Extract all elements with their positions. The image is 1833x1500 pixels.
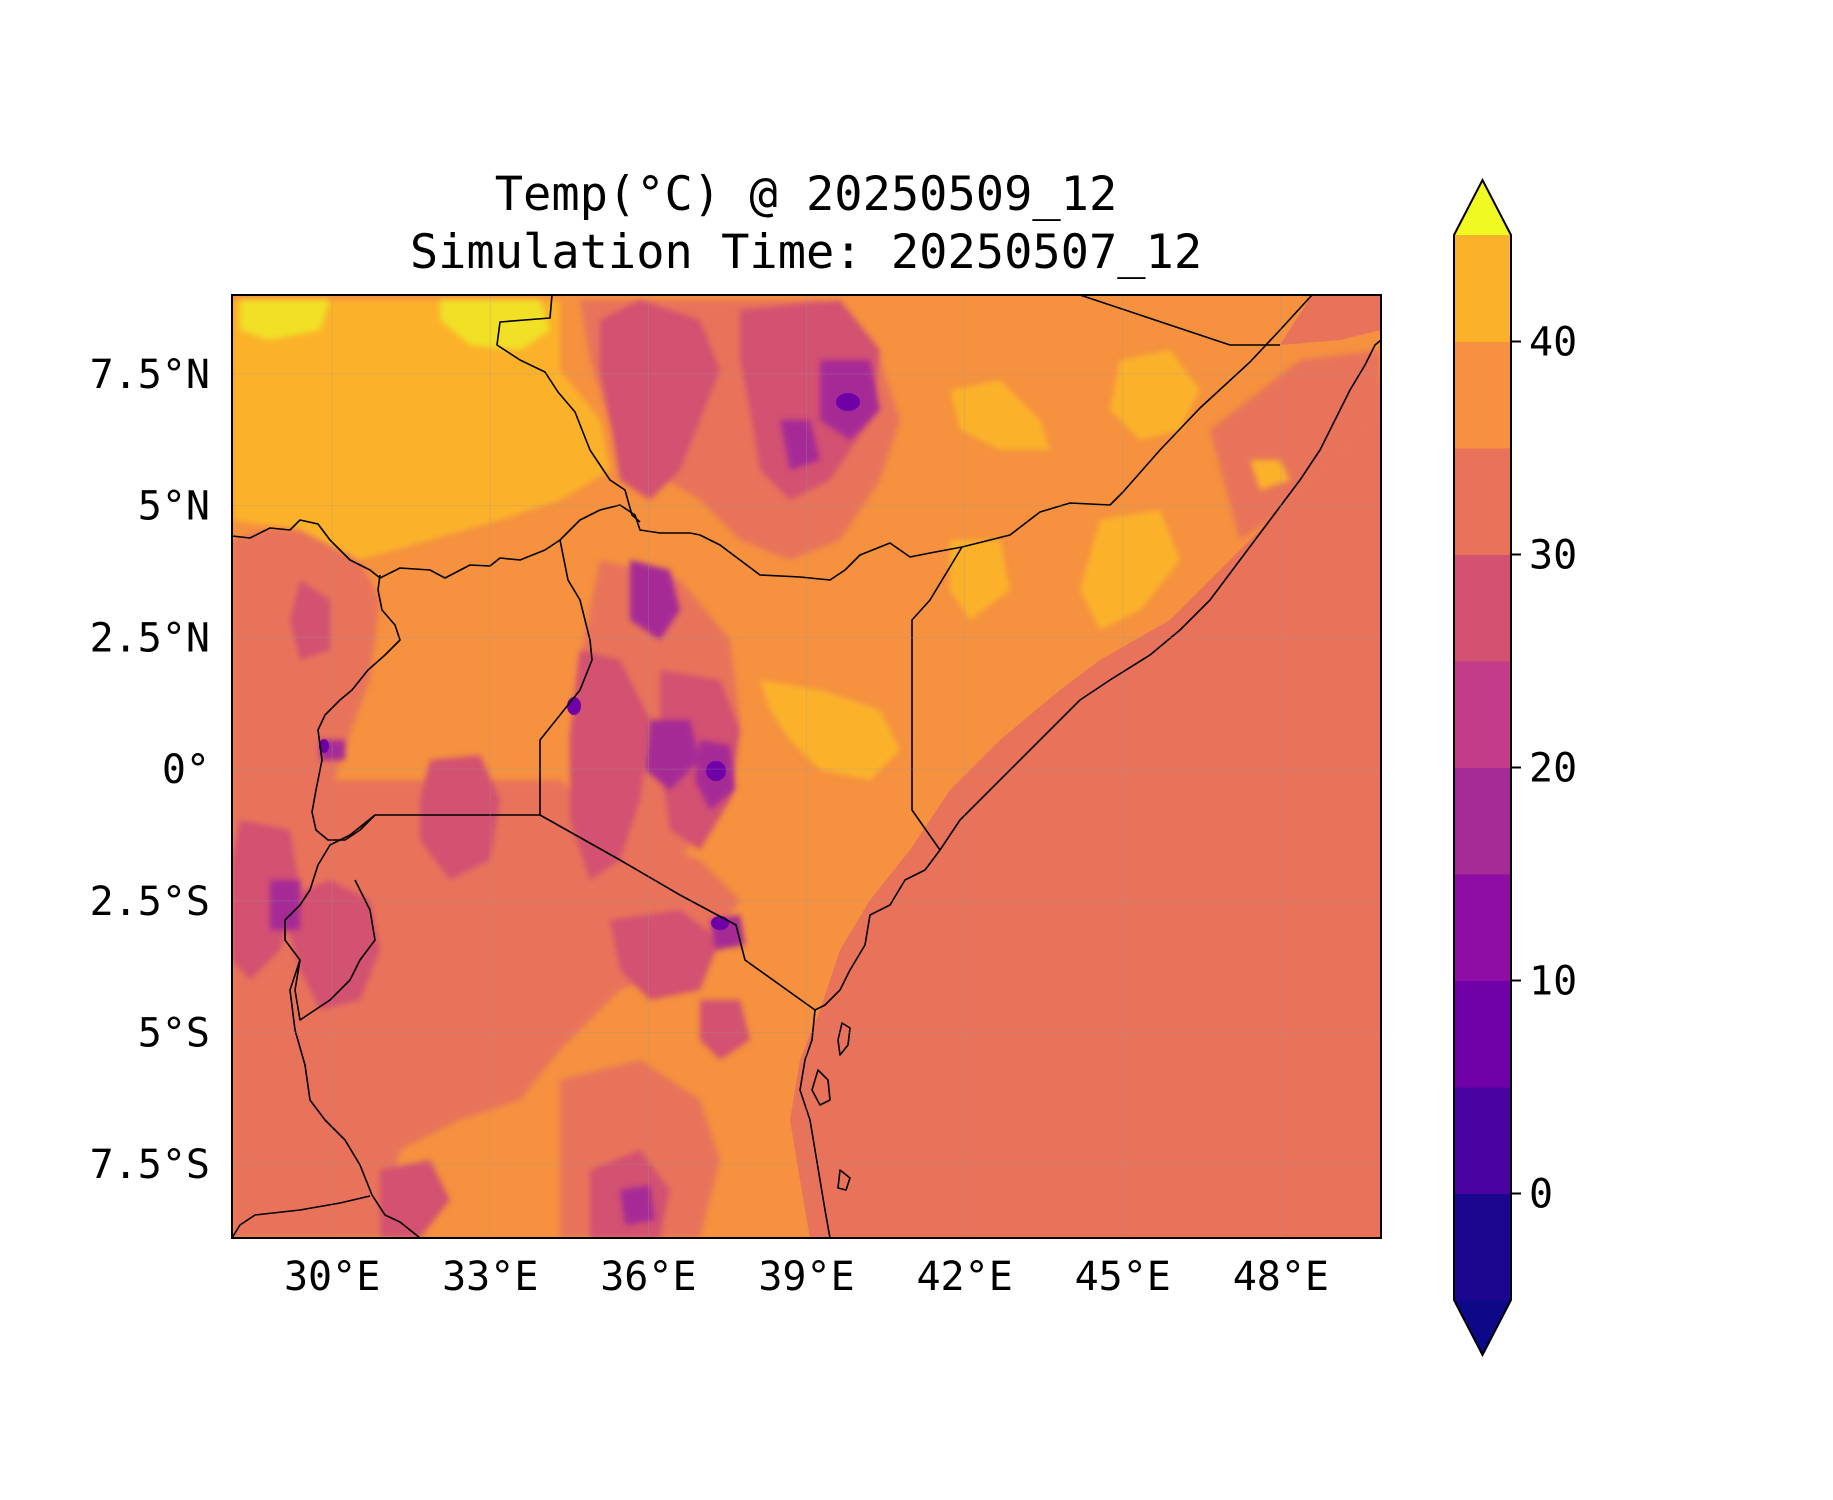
colorbar-level-segment: [1454, 874, 1511, 981]
colorbar-tick-label: 0: [1529, 1172, 1553, 1218]
latitude-tick-labels: 7.5°N 5°N 2.5°N 0° 2.5°S 5°S 7.5°S: [90, 352, 210, 1188]
colorbar-level-segment: [1454, 554, 1511, 662]
colorbar-level-segment: [1454, 235, 1511, 342]
map-title-line1: Temp(°C) @ 20250509_12: [495, 167, 1118, 222]
colorbar-level-segment: [1454, 1087, 1511, 1194]
colorbar-level-segment: [1454, 1193, 1511, 1301]
colorbar-over-extension: [1454, 180, 1511, 235]
colorbar-level-segment: [1454, 341, 1511, 449]
country-borders: [232, 295, 1381, 1238]
lat-tick-label: 7.5°S: [90, 1142, 210, 1188]
colorbar-tick-label: 40: [1529, 320, 1577, 366]
lat-tick-label: 2.5°S: [90, 879, 210, 925]
colorbar-tick-label: 10: [1529, 959, 1577, 1005]
hot-zones: [240, 300, 550, 350]
peak-zones: [270, 360, 880, 1225]
colorbar: 0 10 20 30 40: [1453, 177, 1577, 1358]
lon-tick-label: 48°E: [1233, 1254, 1329, 1300]
colorbar-level-segment: [1454, 448, 1511, 555]
lat-tick-label: 0°: [162, 747, 210, 793]
colorbar-level-segment: [1454, 661, 1511, 768]
lon-tick-label: 36°E: [600, 1254, 696, 1300]
colorbar-tick-label: 30: [1529, 533, 1577, 579]
lon-tick-label: 39°E: [758, 1254, 854, 1300]
lon-tick-label: 42°E: [916, 1254, 1012, 1300]
longitude-tick-labels: 30°E 33°E 36°E 39°E 42°E 45°E 48°E: [284, 1254, 1329, 1300]
colorbar-outline: [1453, 177, 1512, 1358]
lon-tick-label: 33°E: [442, 1254, 538, 1300]
colorbar-level-segment: [1454, 980, 1511, 1088]
lat-tick-label: 2.5°N: [90, 615, 210, 661]
highland-zones: [232, 300, 880, 1238]
warm-zones: [232, 300, 1290, 780]
lat-tick-label: 5°N: [138, 484, 210, 530]
map-panel: [231, 294, 1382, 1239]
colorbar-level-segment: [1454, 767, 1511, 875]
map-frame: [231, 294, 1382, 1239]
map-title-line2: Simulation Time: 20250507_12: [410, 225, 1202, 280]
lat-tick-label: 7.5°N: [90, 352, 210, 398]
summit-points: [319, 393, 860, 930]
lon-tick-label: 45°E: [1075, 1254, 1171, 1300]
graticule: [232, 295, 1381, 1238]
colorbar-under-extension: [1454, 1300, 1511, 1355]
colorbar-tick-label: 20: [1529, 746, 1577, 792]
lon-tick-label: 30°E: [284, 1254, 380, 1300]
lat-tick-label: 5°S: [138, 1011, 210, 1057]
